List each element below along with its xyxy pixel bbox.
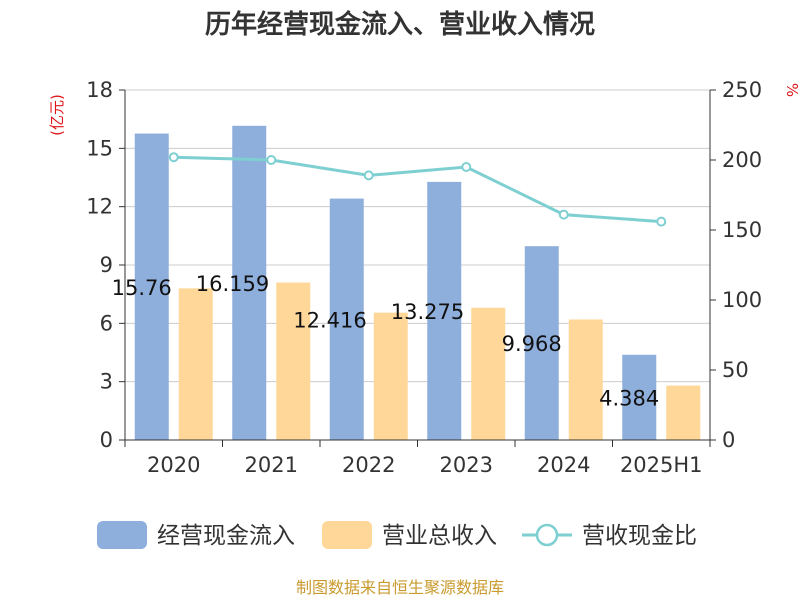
x-tick-label: 2022 bbox=[342, 453, 395, 477]
x-tick-label: 2021 bbox=[245, 453, 298, 477]
left-axis-unit: (亿元) bbox=[48, 94, 66, 136]
data-label: 16.159 bbox=[196, 272, 269, 296]
ratio-point bbox=[266, 155, 277, 165]
ratio-line-path bbox=[173, 155, 662, 224]
legend: 经营现金流入 营业总收入 营收现金比 bbox=[97, 521, 697, 549]
data-label: 12.416 bbox=[293, 308, 366, 332]
data-label: 15.76 bbox=[112, 276, 172, 300]
x-tick-label: 2020 bbox=[147, 453, 200, 477]
ratio-point bbox=[363, 170, 374, 181]
left-tick-label: 3 bbox=[100, 370, 113, 394]
data-label: 4.384 bbox=[599, 386, 659, 410]
right-axis-unit: % bbox=[783, 83, 800, 97]
bar-revenue bbox=[568, 319, 603, 440]
bar-revenue bbox=[471, 307, 506, 440]
ratio-point bbox=[461, 162, 472, 172]
legend-label: 营收现金比 bbox=[582, 523, 697, 549]
axes: 0 3 6 9 12 15 18 0 50 100 150 200 250 2020 2021 2022 202… bbox=[86, 78, 762, 477]
bar-cash-inflow bbox=[524, 246, 559, 440]
right-tick-label: 100 bbox=[722, 288, 762, 312]
ratio-line bbox=[168, 152, 667, 227]
left-tick-label: 6 bbox=[100, 311, 113, 335]
bar-revenue bbox=[178, 288, 213, 440]
bar-cash-inflow bbox=[134, 133, 169, 441]
x-tick-label: 2023 bbox=[440, 453, 493, 477]
left-tick-label: 9 bbox=[100, 253, 113, 277]
bar-cash-inflow bbox=[329, 198, 364, 440]
left-tick-label: 12 bbox=[86, 195, 113, 219]
legend-swatch bbox=[97, 521, 147, 549]
bars bbox=[134, 125, 701, 441]
legend-label: 营业总收入 bbox=[382, 523, 497, 549]
bar-cash-inflow bbox=[622, 354, 657, 440]
left-tick-label: 15 bbox=[86, 136, 113, 160]
right-tick-label: 200 bbox=[722, 148, 762, 172]
x-tick-label: 2024 bbox=[537, 453, 590, 477]
source-note: 制图数据来自恒生聚源数据库 bbox=[296, 578, 504, 597]
bar-revenue bbox=[373, 312, 408, 440]
bar-revenue bbox=[276, 282, 311, 440]
data-label: 13.275 bbox=[391, 300, 464, 324]
ratio-point bbox=[656, 216, 667, 227]
bar-cash-inflow bbox=[232, 125, 267, 440]
x-tick-label: 2025H1 bbox=[620, 453, 703, 477]
ratio-point bbox=[558, 209, 569, 220]
left-tick-label: 18 bbox=[86, 78, 113, 102]
right-tick-label: 0 bbox=[722, 428, 735, 452]
bar-revenue bbox=[666, 385, 701, 440]
data-labels: 15.76 16.159 12.416 13.275 9.968 4.384 bbox=[112, 272, 660, 410]
gridlines bbox=[125, 89, 710, 383]
ratio-point bbox=[168, 152, 179, 163]
chart-title: 历年经营现金流入、营业收入情况 bbox=[205, 9, 595, 40]
data-label: 9.968 bbox=[502, 332, 562, 356]
legend-swatch bbox=[322, 521, 372, 549]
right-tick-label: 150 bbox=[722, 218, 762, 242]
legend-label: 经营现金流入 bbox=[157, 523, 295, 549]
right-tick-label: 50 bbox=[722, 358, 749, 382]
bar-cash-inflow bbox=[427, 181, 462, 440]
right-tick-label: 250 bbox=[722, 78, 762, 102]
left-tick-label: 0 bbox=[100, 428, 113, 452]
legend-marker bbox=[535, 523, 559, 547]
